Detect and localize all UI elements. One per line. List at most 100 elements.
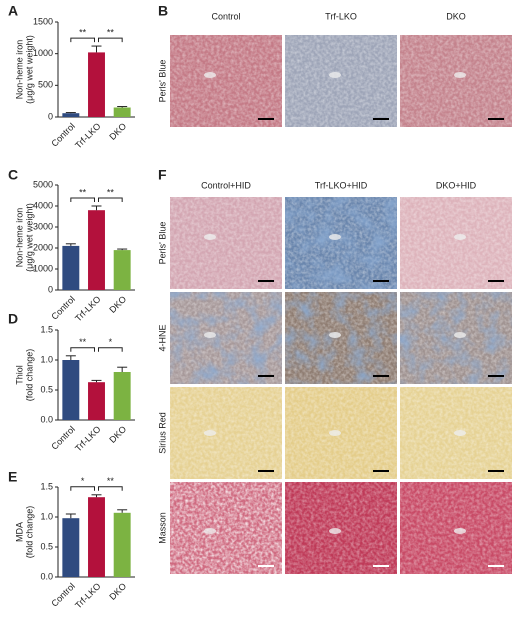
x-tick-label: Control xyxy=(49,581,77,609)
y-tick-label: 1500 xyxy=(33,16,53,26)
vessel xyxy=(454,332,466,338)
y-axis-label: (fold change) xyxy=(24,349,34,402)
image-stain xyxy=(285,197,397,289)
vessel xyxy=(204,430,216,436)
column-label: Trf-LKO xyxy=(325,11,357,21)
y-tick-label: 0.5 xyxy=(40,384,53,394)
image-texture xyxy=(170,482,282,574)
x-tick-label: Trf-LKO xyxy=(73,424,102,453)
bar xyxy=(88,210,105,290)
x-tick-label: DKO xyxy=(107,424,128,445)
significance-bracket xyxy=(98,347,123,352)
x-tick-label: Trf-LKO xyxy=(73,121,102,150)
column-label: Control xyxy=(211,11,240,21)
vessel xyxy=(204,528,216,534)
y-tick-label: 1.0 xyxy=(40,511,53,521)
y-axis-label: (μg/g wet weight) xyxy=(24,203,34,272)
row-label: Perls' Blue xyxy=(157,222,167,265)
vessel xyxy=(329,430,341,436)
x-tick-label: Trf-LKO xyxy=(73,581,102,610)
vessel xyxy=(454,72,466,78)
y-axis-label: (μg/g wet weight) xyxy=(24,35,34,104)
x-tick-label: DKO xyxy=(107,581,128,602)
image-texture xyxy=(170,35,282,127)
y-axis-label: Non-heme iron xyxy=(14,208,24,268)
vessel xyxy=(454,430,466,436)
row-label: Sirius Red xyxy=(157,412,167,454)
image-texture xyxy=(400,35,512,127)
histology-image xyxy=(170,292,282,384)
significance-label: * xyxy=(81,476,85,486)
significance-label: * xyxy=(109,337,113,347)
y-axis-label: (fold change) xyxy=(24,506,34,559)
image-stain xyxy=(170,292,282,384)
panel-letter: B xyxy=(158,3,168,19)
significance-bracket xyxy=(70,347,95,352)
bar xyxy=(88,52,105,117)
x-tick-label: Control xyxy=(49,294,77,322)
vessel xyxy=(329,528,341,534)
histology-image xyxy=(170,197,282,289)
vessel xyxy=(454,234,466,240)
histology-image xyxy=(170,482,282,574)
significance-bracket xyxy=(70,486,95,491)
x-tick-label: DKO xyxy=(107,121,128,142)
vessel xyxy=(204,234,216,240)
y-tick-label: 5000 xyxy=(33,179,53,189)
panel-letter: A xyxy=(8,3,18,19)
image-stain xyxy=(285,292,397,384)
column-label: Trf-LKO+HID xyxy=(315,180,368,190)
bar xyxy=(88,497,105,577)
histology-image xyxy=(285,387,397,479)
x-tick-label: DKO xyxy=(107,294,128,315)
panel-letter: F xyxy=(158,167,167,183)
bar xyxy=(113,512,131,577)
histology-image xyxy=(400,197,512,289)
histology-image xyxy=(170,35,282,127)
significance-label: ** xyxy=(79,187,87,197)
vessel xyxy=(329,332,341,338)
y-axis-label: MDA xyxy=(14,522,24,542)
y-tick-label: 3000 xyxy=(33,221,53,231)
image-texture xyxy=(170,387,282,479)
bar xyxy=(113,250,131,290)
histology-image xyxy=(170,387,282,479)
column-label: DKO xyxy=(446,11,466,21)
panel-letter: D xyxy=(8,311,18,327)
significance-label: ** xyxy=(79,27,87,37)
x-tick-label: Control xyxy=(49,424,77,452)
image-texture xyxy=(285,482,397,574)
y-tick-label: 0 xyxy=(48,111,53,121)
row-label: Masson xyxy=(157,512,167,544)
significance-label: ** xyxy=(107,187,115,197)
significance-bracket xyxy=(70,197,95,202)
image-texture xyxy=(170,197,282,289)
bar xyxy=(113,372,131,420)
y-tick-label: 4000 xyxy=(33,200,53,210)
image-texture xyxy=(400,197,512,289)
significance-label: ** xyxy=(79,337,87,347)
histology-image xyxy=(400,292,512,384)
panel-letter: C xyxy=(8,167,18,183)
histology-image xyxy=(285,292,397,384)
y-tick-label: 0 xyxy=(48,284,53,294)
panel-letter: E xyxy=(8,469,17,485)
x-tick-label: Control xyxy=(49,121,77,149)
y-tick-label: 2000 xyxy=(33,242,53,252)
significance-bracket xyxy=(98,486,123,491)
y-tick-label: 0.0 xyxy=(40,414,53,424)
x-tick-label: Trf-LKO xyxy=(73,294,102,323)
bar xyxy=(62,113,80,117)
histology-image xyxy=(400,35,512,127)
image-texture xyxy=(400,482,512,574)
vessel xyxy=(454,528,466,534)
y-tick-label: 1.5 xyxy=(40,481,53,491)
histology-image xyxy=(400,387,512,479)
y-tick-label: 1.5 xyxy=(40,324,53,334)
y-tick-label: 1000 xyxy=(33,263,53,273)
bar xyxy=(62,360,80,420)
bar xyxy=(62,518,80,577)
column-label: Control+HID xyxy=(201,180,251,190)
y-axis-label: Non-heme iron xyxy=(14,40,24,100)
